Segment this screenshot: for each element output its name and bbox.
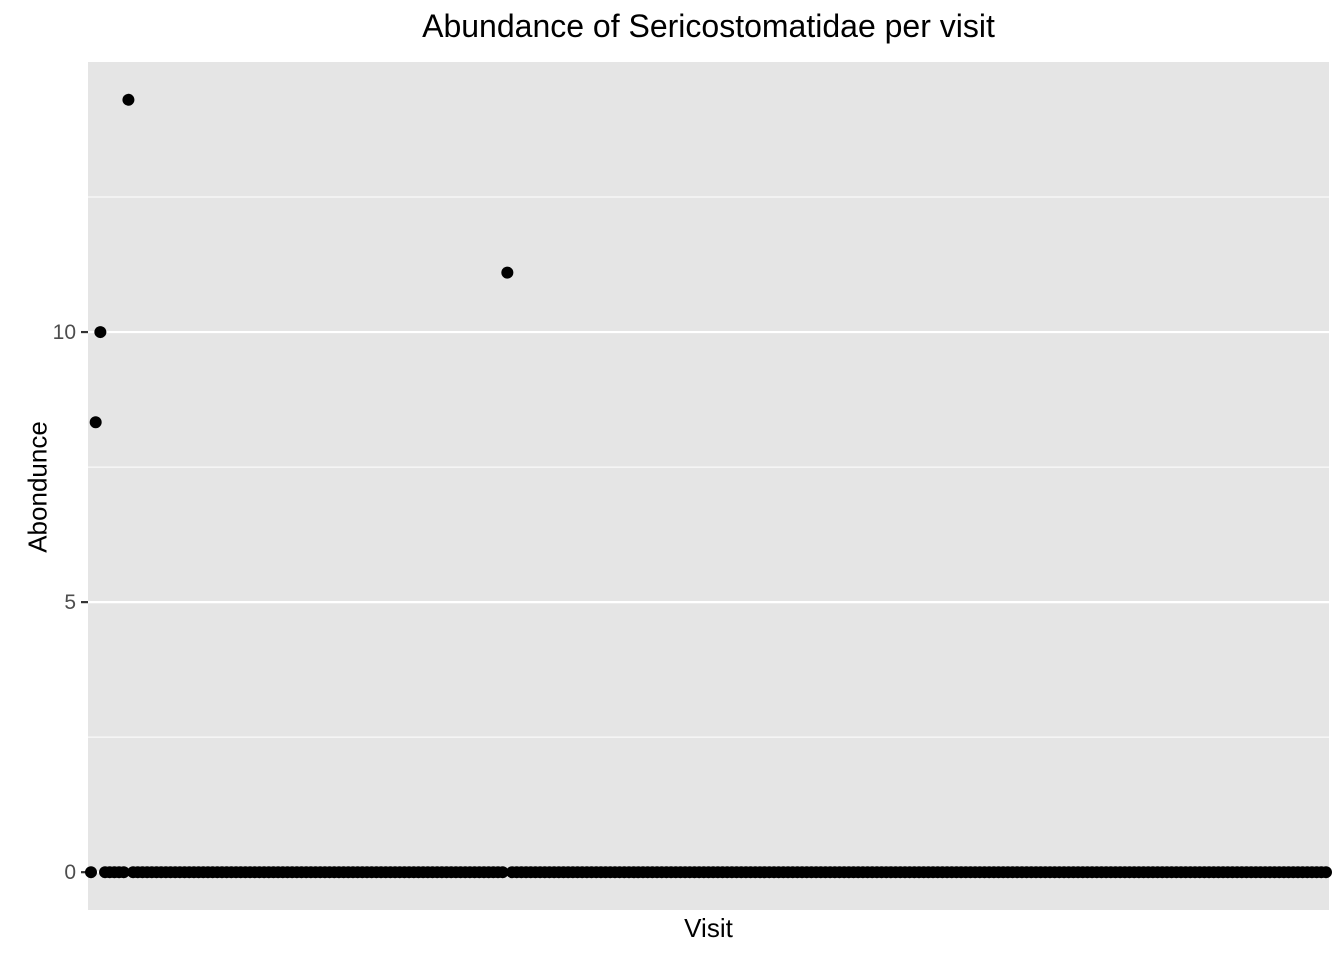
data-point — [85, 866, 97, 879]
data-point — [1320, 866, 1332, 879]
plot-panel — [88, 62, 1329, 910]
y-tick-label: 5 — [64, 591, 76, 614]
data-point — [94, 326, 107, 339]
y-axis: 0 5 10 — [53, 321, 88, 884]
data-point — [117, 866, 130, 879]
x-axis-label: Visit — [684, 913, 733, 943]
y-tick-label: 0 — [64, 861, 76, 884]
data-point — [89, 416, 102, 429]
data-point — [496, 866, 509, 879]
data-point — [122, 93, 135, 106]
y-tick-label: 10 — [53, 321, 76, 344]
data-points — [85, 93, 1332, 879]
data-point — [501, 266, 514, 279]
chart-title: Abundance of Sericostomatidae per visit — [422, 8, 995, 44]
